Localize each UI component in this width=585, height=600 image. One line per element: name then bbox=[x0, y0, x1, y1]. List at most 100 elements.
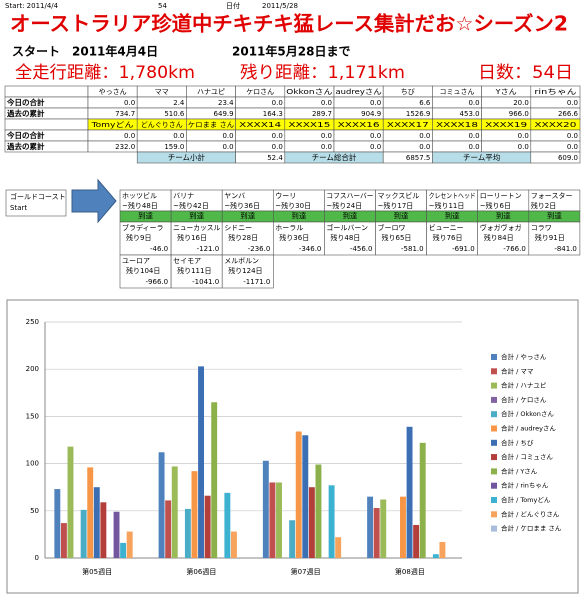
remain: 残り76日 bbox=[433, 233, 463, 242]
summary-label: チーム総合計 bbox=[312, 152, 357, 162]
column-header: XXXX20 bbox=[534, 121, 576, 129]
legend-swatch bbox=[491, 382, 497, 389]
column-header: XXXX17 bbox=[387, 121, 429, 129]
status: 到達 bbox=[189, 211, 204, 221]
distance: -581.0 bbox=[401, 245, 424, 253]
summary-value-cell bbox=[530, 151, 581, 164]
cell-value: 0.0 bbox=[518, 132, 529, 140]
legend-label: 合計 / やっさん bbox=[501, 352, 547, 361]
bar bbox=[224, 492, 231, 558]
sheet-title: オーストラリア珍道中チキチキ猛レース集計だお☆シーズン2 bbox=[10, 12, 568, 36]
remain: 残り84日 bbox=[484, 233, 514, 242]
column-header: rinちゃん bbox=[534, 88, 576, 96]
legend-label: 合計 / rinちゃん bbox=[501, 481, 549, 490]
column-header: Okkonさん bbox=[286, 88, 332, 96]
place-name: メルボルン bbox=[224, 257, 259, 265]
distance: -966.0 bbox=[146, 278, 169, 286]
bar bbox=[432, 554, 439, 558]
legend-label: 合計 / ちび bbox=[501, 438, 534, 447]
legend-swatch bbox=[491, 439, 497, 446]
distance: -691.0 bbox=[452, 245, 475, 253]
bar bbox=[419, 442, 426, 558]
remain: ~残り24日 bbox=[326, 201, 362, 210]
distance: -236.0 bbox=[248, 245, 271, 253]
place-name: コラワ bbox=[531, 224, 552, 232]
bar bbox=[269, 482, 276, 558]
remain: ~残り30日 bbox=[275, 201, 311, 210]
place-name: ホーラル bbox=[275, 224, 303, 232]
distance: -766.0 bbox=[503, 245, 526, 253]
column-header: ちび bbox=[401, 88, 415, 96]
total-text: 残り距離：1,171km bbox=[240, 63, 405, 83]
remain: ~残り6日 bbox=[480, 201, 511, 210]
legend-swatch bbox=[491, 482, 497, 489]
y-tick-label: 100 bbox=[26, 460, 39, 468]
summary-label: チーム小計 bbox=[168, 152, 206, 162]
column-header: ハナユピ bbox=[197, 88, 225, 96]
bar bbox=[302, 435, 309, 558]
top-line-text: 54 bbox=[158, 2, 167, 10]
column-header: Tomyどん bbox=[90, 121, 133, 129]
top-line-text: Start: 2011/4/4 bbox=[5, 2, 59, 10]
end-line: 2011年5月28日まで bbox=[232, 44, 350, 59]
start-line: スタート 2011年4月4日 bbox=[12, 44, 158, 59]
legend-swatch bbox=[491, 454, 497, 461]
y-tick-label: 50 bbox=[30, 507, 39, 515]
distance: -346.0 bbox=[299, 245, 322, 253]
start-text: Start bbox=[10, 204, 27, 212]
remain: 残り2日 bbox=[531, 201, 556, 210]
cell-value: 0.0 bbox=[124, 99, 135, 107]
cell-value: 649.9 bbox=[214, 110, 234, 118]
legend-swatch bbox=[491, 396, 497, 403]
remain: 残り111日 bbox=[177, 266, 211, 275]
legend-label: 合計 / ケロまま さん bbox=[501, 524, 562, 533]
cell-value: 0.0 bbox=[124, 132, 135, 140]
start-text: ゴールドコースト bbox=[10, 192, 66, 201]
remain: ~残り36日 bbox=[224, 201, 260, 210]
remain: 残り124日 bbox=[228, 266, 262, 275]
bar bbox=[211, 402, 218, 558]
legend-swatch bbox=[491, 511, 497, 518]
bar bbox=[120, 542, 127, 558]
column-header: コミュさん bbox=[440, 88, 475, 96]
cell-value: 0.0 bbox=[419, 132, 430, 140]
bar bbox=[87, 467, 94, 558]
place-name: ゴールバーン bbox=[326, 223, 368, 232]
remain: 残り28日 bbox=[228, 233, 258, 242]
remain: 残り91日 bbox=[535, 233, 565, 242]
cell-value: 232.0 bbox=[115, 143, 135, 151]
course-cell bbox=[375, 221, 427, 256]
x-tick-label: 第05週目 bbox=[82, 567, 112, 576]
legend-label: 合計 / どんぐりさん bbox=[501, 509, 560, 518]
cell-value: 904.9 bbox=[361, 110, 381, 118]
bar bbox=[413, 524, 420, 558]
place-name: コフスハーバー bbox=[326, 192, 373, 200]
cell-value: 0.0 bbox=[567, 132, 578, 140]
row-label: 過去の累計 bbox=[7, 108, 45, 118]
arrow bbox=[71, 178, 117, 224]
cell-value: 0.0 bbox=[370, 99, 381, 107]
legend-swatch bbox=[491, 411, 497, 418]
bar bbox=[198, 366, 205, 558]
remain: 残り16日 bbox=[177, 233, 207, 242]
remain: 残り48日 bbox=[330, 233, 360, 242]
x-tick-label: 第08週目 bbox=[395, 567, 425, 576]
top-line-text: 日付 bbox=[226, 1, 240, 10]
legend-swatch bbox=[491, 468, 497, 475]
cell-value: 2.4 bbox=[173, 99, 185, 107]
legend-label: 合計 / Yさん bbox=[501, 466, 538, 475]
column-header: やっさん bbox=[99, 88, 127, 96]
cell-value: 453.0 bbox=[460, 110, 480, 118]
status: 到達 bbox=[138, 211, 153, 221]
status: 到達 bbox=[240, 211, 255, 221]
legend-label: 合計 / ハナユピ bbox=[501, 381, 547, 390]
bar bbox=[400, 496, 406, 558]
bar bbox=[439, 541, 446, 558]
cell-value: 0.0 bbox=[370, 132, 381, 140]
course-cell bbox=[119, 221, 172, 256]
column-header: ママ bbox=[155, 88, 169, 96]
summary-value: 52.4 bbox=[267, 154, 283, 162]
row-label: 今日の合計 bbox=[6, 130, 45, 140]
distance: -1041.0 bbox=[192, 278, 219, 286]
place-name: セイモア bbox=[173, 257, 201, 265]
